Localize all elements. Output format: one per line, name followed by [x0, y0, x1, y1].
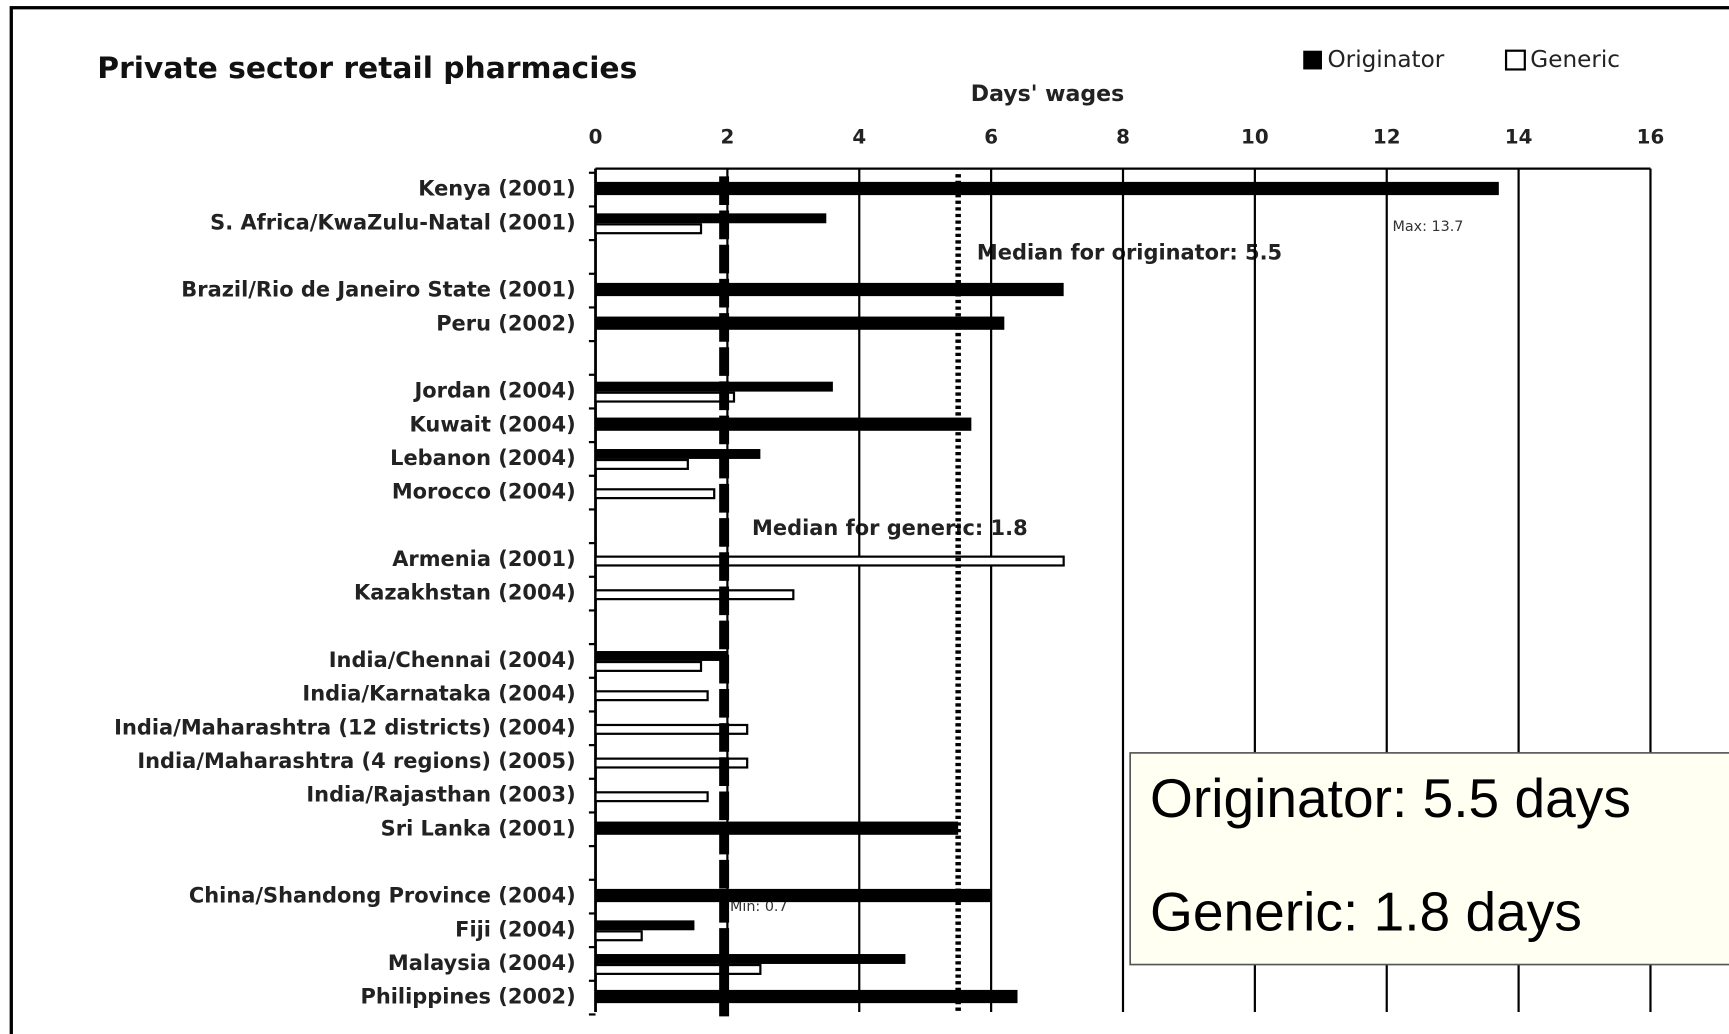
bar [595, 888, 992, 903]
bar [595, 213, 827, 224]
y-tick-label: Fiji (2004) [455, 917, 576, 941]
x-axis-label: Days' wages [971, 82, 1124, 107]
annotation: Min: 0.7 [730, 899, 788, 915]
chart-title: Private sector retail pharmacies [97, 51, 637, 86]
bar [594, 223, 703, 235]
y-tick-label: Kenya (2001) [418, 177, 575, 201]
bar [594, 690, 709, 702]
bar [594, 660, 703, 672]
x-tick-label: 10 [1241, 125, 1269, 148]
annotation: Median for generic: 1.8 [752, 516, 1028, 540]
x-tick-label: 8 [1116, 125, 1130, 148]
legend-label: Originator [1327, 47, 1444, 73]
bar [594, 757, 749, 769]
y-tick-label: India/Karnataka (2004) [302, 682, 575, 706]
bar [595, 989, 1018, 1004]
x-tick-label: 4 [852, 125, 866, 148]
y-tick-label: India/Maharashtra (4 regions) (2005) [137, 749, 575, 773]
y-tick-label: S. Africa/KwaZulu-Natal (2001) [210, 210, 576, 234]
y-tick-label: Jordan (2004) [412, 379, 575, 403]
y-tick-label: Brazil/Rio de Janeiro State (2001) [181, 278, 575, 302]
legend-swatch [1303, 50, 1322, 70]
bar [594, 458, 689, 470]
x-tick-label: 6 [984, 125, 998, 148]
annotation: Median for originator: 5.5 [977, 241, 1282, 265]
x-tick-label: 0 [589, 125, 603, 148]
bar [594, 555, 1065, 567]
bar [595, 449, 761, 459]
bar [594, 589, 795, 601]
y-tick-label: Kuwait (2004) [410, 412, 576, 436]
bar [594, 791, 709, 803]
bar [595, 282, 1064, 297]
bar [595, 651, 728, 661]
bar [595, 920, 695, 931]
y-tick-label: Kazakhstan (2004) [354, 581, 576, 605]
y-tick-label: Peru (2002) [436, 311, 575, 335]
bar [595, 821, 959, 835]
summary-text: Originator: 5.5 days [1150, 767, 1631, 829]
x-tick-label: 14 [1505, 125, 1533, 148]
x-tick-label: 12 [1373, 125, 1401, 148]
y-tick-label: India/Rajasthan (2003) [306, 783, 575, 807]
bar [594, 391, 736, 403]
bar [595, 381, 833, 392]
y-tick-label: Armenia (2001) [392, 547, 575, 571]
legend-label: Generic [1530, 47, 1620, 73]
x-tick-label: 2 [720, 125, 734, 148]
y-tick-label: Philippines (2002) [360, 985, 575, 1009]
legend-swatch [1504, 49, 1526, 71]
x-tick-label: 16 [1637, 125, 1665, 148]
bar [594, 488, 716, 500]
y-tick-label: India/Chennai (2004) [329, 648, 576, 672]
bar [594, 963, 762, 975]
y-tick-label: India/Maharashtra (12 districts) (2004) [114, 715, 576, 739]
y-tick-label: Lebanon (2004) [390, 446, 576, 470]
y-tick-label: Morocco (2004) [392, 480, 576, 504]
summary-text: Generic: 1.8 days [1150, 881, 1582, 943]
y-tick-label: China/Shandong Province (2004) [189, 884, 576, 908]
annotation: Max: 13.7 [1393, 219, 1464, 235]
y-tick-label: Malaysia (2004) [388, 951, 576, 975]
bar [594, 723, 749, 735]
bar [594, 930, 643, 942]
y-tick-label: Sri Lanka (2001) [381, 816, 576, 840]
summary-box [1129, 752, 1729, 966]
bar [595, 181, 1499, 196]
bar [595, 954, 906, 964]
bar [595, 417, 972, 431]
bar [595, 316, 1005, 330]
